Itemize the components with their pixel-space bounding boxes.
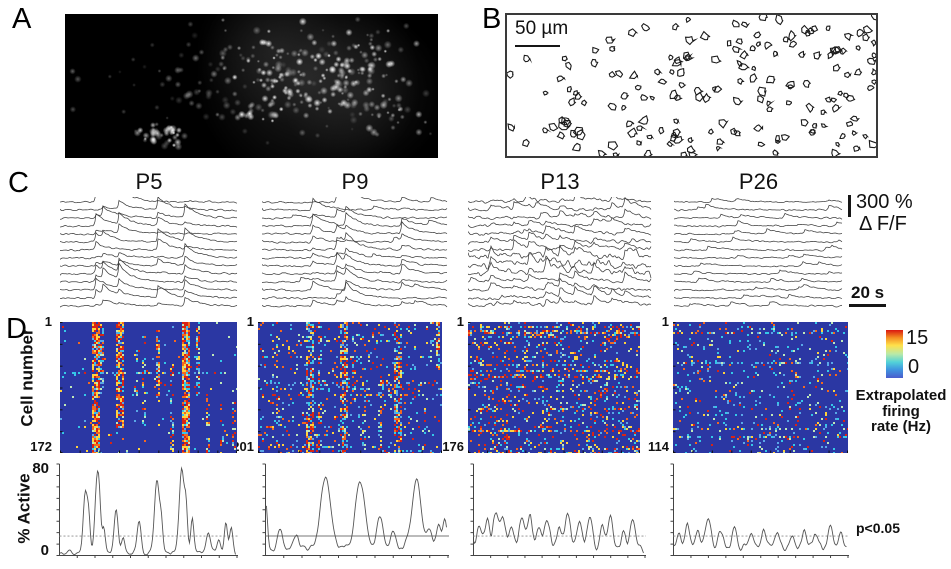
heatmap2-first-cell: 1	[246, 314, 254, 329]
active-ymin-label: 0	[40, 542, 49, 559]
firing-rate-heatmap-p13	[468, 322, 640, 453]
heatmap1-first-cell: 1	[44, 314, 52, 329]
percent-active-plot-p26	[669, 461, 850, 559]
cell-outline-map: 50 µm	[505, 13, 878, 158]
active-ymax-label: 80	[32, 460, 49, 477]
column-title-p9: P9	[341, 169, 369, 194]
amplitude-scale-label: 300 %	[856, 191, 913, 213]
calcium-traces-p26	[674, 197, 843, 311]
heatmap1-last-cell: 172	[30, 439, 52, 454]
colorbar-max-label: 15	[906, 327, 929, 349]
panel-d-label: D	[6, 313, 27, 345]
cell-number-axis-label: Cell number	[17, 328, 37, 427]
time-scale-bar	[849, 304, 886, 307]
percent-active-plot-p9	[261, 461, 450, 559]
dff-label: Δ F/F	[859, 213, 907, 235]
cell-outlines-canvas	[507, 15, 876, 156]
calcium-traces-p9	[262, 197, 448, 311]
time-scale-label: 20 s	[851, 283, 885, 302]
firing-rate-heatmap-p26	[673, 322, 848, 453]
column-title-p13: P13	[540, 169, 580, 194]
heatmap2-last-cell: 201	[232, 439, 254, 454]
panel-a-label: A	[12, 3, 32, 35]
colorbar	[886, 330, 903, 378]
percent-active-axis-label: % Active	[14, 473, 34, 544]
firing-rate-heatmap-p5	[60, 322, 237, 453]
percent-active-plot-p13	[469, 461, 647, 559]
firing-rate-heatmap-p9	[258, 322, 442, 453]
percent-active-plot-p5	[55, 461, 239, 559]
scale-bar-label: 50 µm	[515, 18, 569, 39]
heatmap4-last-cell: 114	[648, 439, 669, 454]
heatmap4-first-cell: 1	[661, 314, 669, 329]
amplitude-scale-bar	[848, 195, 851, 217]
column-title-p5: P5	[135, 169, 163, 194]
calcium-traces-p13	[468, 197, 652, 311]
colorbar-min-label: 0	[908, 356, 920, 378]
fluorescence-image	[65, 14, 438, 158]
calcium-traces-p5	[60, 197, 238, 311]
colorbar-caption: Extrapolated firing rate (Hz)	[855, 387, 947, 435]
heatmap3-last-cell: 176	[442, 439, 464, 454]
scale-bar	[515, 45, 560, 48]
column-title-p26: P26	[738, 169, 779, 194]
panel-b-label: B	[482, 3, 502, 35]
heatmap3-first-cell: 1	[456, 314, 464, 329]
significance-label: p<0.05	[856, 520, 900, 536]
panel-c-label: C	[8, 167, 29, 199]
